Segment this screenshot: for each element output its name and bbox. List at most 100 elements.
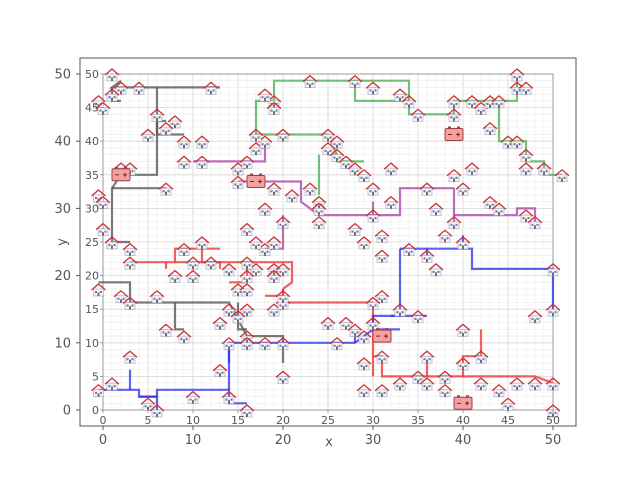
house-icon — [221, 336, 237, 351]
inner-x-tick-label: 30 — [366, 414, 380, 427]
house-icon — [311, 215, 327, 230]
house-icon — [266, 182, 282, 196]
house-icon — [446, 95, 462, 109]
cable-segment — [254, 79, 454, 135]
x-tick-label: 10 — [185, 433, 202, 448]
house-icon — [275, 128, 291, 142]
house-icon — [545, 263, 561, 277]
house-icon — [356, 168, 372, 183]
house-icon — [437, 370, 453, 384]
house-icon — [257, 88, 273, 102]
battery-icon — [444, 126, 464, 141]
inner-x-tick-label: 25 — [321, 414, 335, 427]
house-icon — [338, 155, 354, 169]
house-icon — [545, 303, 561, 317]
inner-x-tick-label: 50 — [546, 414, 560, 427]
house-icon — [176, 155, 192, 169]
house-icon — [410, 108, 426, 122]
house-icon — [122, 256, 138, 270]
house-icon — [536, 162, 552, 176]
house-icon — [356, 236, 372, 250]
house-icon — [527, 215, 543, 230]
house-icon — [185, 269, 201, 283]
house-icon — [230, 175, 246, 189]
house-icon — [374, 350, 390, 364]
house-icon — [365, 182, 381, 196]
house-icon — [419, 377, 435, 391]
house-icon — [104, 88, 120, 102]
house-icon — [194, 155, 210, 169]
house-icon — [374, 383, 390, 398]
house-icon — [482, 195, 498, 209]
y-tick-label: 50 — [54, 68, 71, 83]
house-icon — [446, 108, 462, 122]
inner-y-tick-label: 25 — [85, 236, 99, 249]
house-icon — [239, 336, 255, 351]
inner-y-tick-label: 10 — [85, 337, 99, 350]
house-icon — [365, 209, 381, 223]
house-icon — [383, 162, 399, 176]
house-icon — [554, 168, 570, 183]
inner-x-tick-label: 20 — [276, 414, 290, 427]
inner-y-tick-label: 30 — [85, 202, 99, 215]
inner-x-tick-label: 40 — [456, 414, 470, 427]
house-icon — [266, 269, 282, 283]
house-icon — [158, 182, 174, 196]
battery-icon — [453, 395, 473, 410]
inner-y-tick-label: 50 — [85, 68, 99, 81]
house-icon — [113, 81, 129, 95]
house-icon — [176, 330, 192, 344]
house-icon — [365, 296, 381, 310]
house-icon — [338, 316, 354, 330]
house-icon — [437, 229, 453, 243]
house-icon — [212, 316, 228, 330]
house-icon — [509, 135, 525, 149]
house-icon — [158, 323, 174, 337]
house-icon — [419, 182, 435, 196]
house-icon — [302, 182, 318, 196]
house-icon — [203, 81, 219, 95]
house-icon — [239, 404, 255, 418]
inner-y-tick-label: 20 — [85, 270, 99, 283]
inner-x-tick-label: 5 — [145, 414, 152, 427]
house-icon — [131, 81, 147, 95]
house-icon — [122, 350, 138, 364]
house-icon — [509, 68, 525, 82]
house-icon — [365, 316, 381, 330]
houses-layer — [91, 68, 570, 418]
house-icon — [374, 229, 390, 243]
house-icon — [239, 303, 255, 317]
house-icon — [320, 316, 336, 330]
y-tick-label: 40 — [54, 135, 71, 150]
house-icon — [329, 336, 345, 351]
house-icon — [455, 323, 471, 337]
house-icon — [410, 370, 426, 384]
outer-axes — [79, 57, 577, 427]
house-icon — [464, 95, 480, 109]
house-icon — [356, 330, 372, 344]
y-tick-label: 10 — [54, 336, 71, 351]
house-icon — [194, 236, 210, 250]
house-icon — [104, 377, 120, 391]
house-icon — [329, 148, 345, 162]
y-tick-label: 20 — [54, 269, 71, 284]
house-icon — [104, 236, 120, 250]
house-icon — [410, 310, 426, 324]
inner-y-tick-label: 15 — [85, 303, 99, 316]
x-axis-label: x — [325, 435, 333, 450]
house-icon — [356, 357, 372, 371]
house-icon — [356, 383, 372, 398]
y-tick-label: 30 — [54, 202, 71, 217]
outer-frame — [79, 57, 577, 427]
house-icon — [221, 390, 237, 404]
house-icon — [149, 289, 165, 304]
house-icon — [194, 135, 210, 149]
y-axis-label: y — [55, 238, 70, 246]
house-icon — [239, 256, 255, 270]
house-icon — [95, 222, 111, 236]
house-icon — [167, 269, 183, 283]
house-icon — [212, 363, 228, 378]
battery-icon — [246, 173, 266, 188]
